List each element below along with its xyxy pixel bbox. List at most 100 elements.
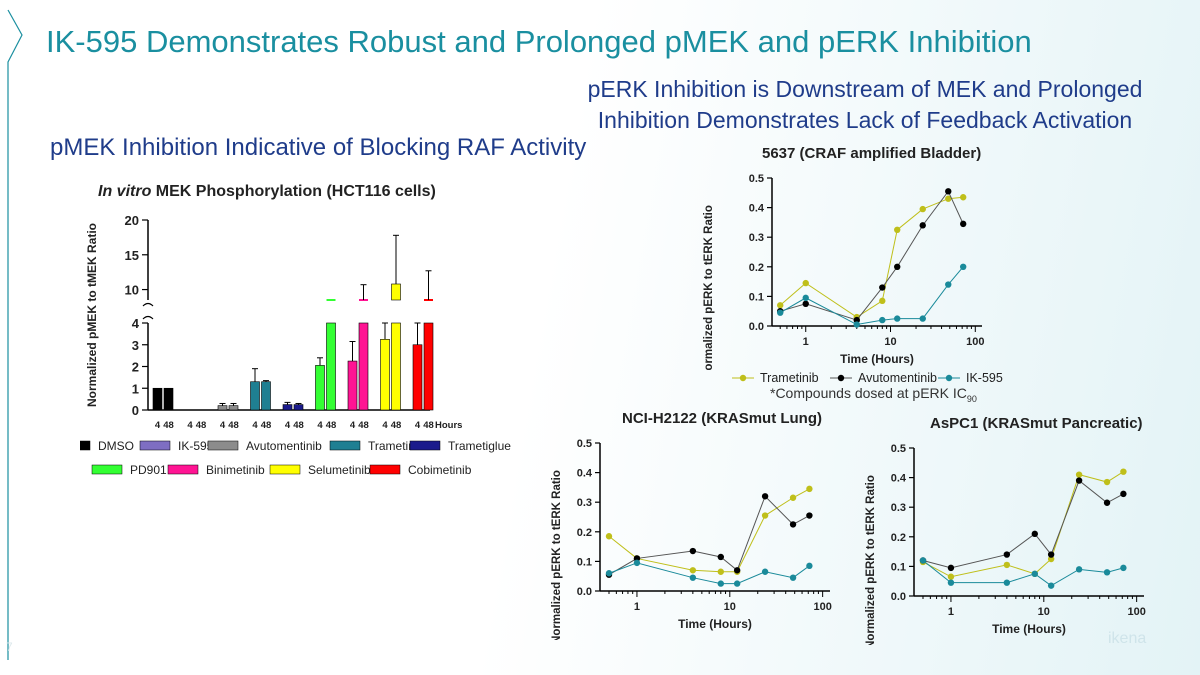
- line-x-tick-label: 100: [966, 336, 984, 348]
- bar: [152, 387, 163, 411]
- line-y-tick-label: 0.3: [891, 502, 906, 514]
- legend-marker: [945, 374, 953, 382]
- line-y-tick-label: 0.1: [749, 291, 764, 303]
- line-y-tick-label: 0.1: [891, 561, 906, 573]
- bar: [293, 404, 304, 411]
- series-line: [922, 560, 1124, 587]
- bar: [163, 387, 174, 411]
- line-y-tick-label: 0.1: [577, 556, 592, 568]
- line-y-tick-label: 0.2: [749, 262, 764, 274]
- legend-label: Avutomentinib: [246, 439, 322, 453]
- legend-marker: [837, 374, 845, 382]
- data-point: [1103, 478, 1111, 486]
- axis-break-mark: [142, 315, 154, 320]
- line-x-tick-label: 1: [948, 606, 954, 618]
- bar-x-tick-label: 4: [382, 420, 388, 431]
- bar-chart-title-text: MEK Phosphorylation (HCT116 cells): [155, 183, 436, 200]
- bar: [412, 344, 423, 411]
- legend-label: Avutomentinib: [858, 371, 937, 385]
- series-line: [779, 196, 964, 318]
- bar-y-tick-label: 15: [125, 248, 139, 263]
- axis-break-mark: [142, 302, 154, 307]
- data-point: [894, 263, 901, 270]
- bar: [228, 405, 239, 411]
- data-point: [789, 574, 797, 581]
- legend-label: IK-595: [966, 371, 1003, 385]
- legend-label: Selumetinib: [308, 463, 371, 477]
- line-y-tick-label: 0.0: [891, 591, 906, 603]
- data-point: [802, 300, 809, 307]
- legend-label: PD901: [130, 463, 167, 477]
- data-point: [1003, 579, 1011, 586]
- legend-swatch: [409, 440, 441, 451]
- data-point: [879, 297, 886, 305]
- data-point: [605, 570, 613, 577]
- series-line: [780, 190, 964, 321]
- data-point: [919, 205, 926, 213]
- line-x-axis-label: Time (Hours): [840, 352, 914, 366]
- perk-line-chart-h2122: Normalized pERK to tERK Ratio 0.0 0.1 0.2 0.…: [551, 438, 832, 640]
- data-point: [1047, 551, 1055, 558]
- data-point: [879, 284, 886, 291]
- line-y-tick-label: 0.0: [749, 321, 764, 333]
- legend-swatch: [369, 464, 401, 475]
- line-y-tick-label: 0.2: [577, 527, 592, 539]
- bar: [380, 339, 390, 411]
- data-point: [1075, 471, 1083, 478]
- right-heading-line-1: pERK Inhibition is Downstream of MEK and…: [587, 76, 1143, 102]
- bar: [347, 360, 358, 411]
- data-point: [633, 559, 641, 567]
- line-y-tick-label: 0.5: [891, 443, 906, 455]
- line-y-tick-label: 0.5: [577, 438, 592, 450]
- data-point: [806, 485, 813, 493]
- data-point: [802, 294, 809, 302]
- bar-x-tick-label: 48: [391, 420, 402, 431]
- bar-x-tick-label: 4: [350, 420, 356, 431]
- line-x-axis-label: Time (Hours): [992, 622, 1066, 636]
- data-point: [1103, 569, 1111, 576]
- line-x-tick-label: 100: [1127, 606, 1145, 618]
- data-point: [777, 302, 784, 309]
- slide-title: IK-595 Demonstrates Robust and Prolonged…: [46, 24, 1032, 59]
- line-chart-3-title: AsPC1 (KRASmut Pancreatic): [930, 415, 1143, 432]
- perk-chart-legend: Trametinib Avutomentinib IK-595: [732, 371, 1003, 385]
- bar-y-tick-label: 3: [132, 338, 139, 353]
- right-section-heading: pERK Inhibition is Downstream of MEK and…: [580, 74, 1150, 136]
- data-point: [689, 574, 697, 581]
- legend-swatch: [207, 440, 239, 451]
- data-point: [894, 315, 901, 322]
- bar-x-tick-label: 48: [293, 420, 304, 431]
- line-y-tick-label: 0.4: [891, 473, 907, 485]
- bar-y-tick-label: 20: [125, 213, 139, 228]
- data-point: [947, 579, 955, 586]
- bar: [358, 322, 369, 411]
- footnote: *Compounds dosed at pERK IC90: [770, 385, 977, 404]
- data-point: [605, 533, 613, 540]
- legend-label: DMSO: [98, 439, 134, 453]
- legend-label: IK-595: [178, 439, 214, 453]
- series-line: [608, 562, 810, 585]
- bar-x-tick-label: 4: [415, 420, 421, 431]
- bar-y-tick-label: 10: [125, 283, 139, 298]
- bar: [315, 365, 325, 411]
- series-line: [608, 488, 810, 573]
- legend-label: Binimetinib: [206, 463, 265, 477]
- data-point: [959, 194, 967, 201]
- perk-line-chart-aspc1: Normalized pERK to tERK Ratio 0.0 0.1 0.2 0.…: [865, 443, 1146, 645]
- line-x-tick-label: 10: [1038, 606, 1050, 618]
- data-point: [1003, 551, 1011, 558]
- bar-x-tick-label: 4: [252, 420, 258, 431]
- bar-x-tick-label: 48: [423, 420, 434, 431]
- data-point: [1120, 490, 1127, 498]
- data-point: [1075, 477, 1083, 484]
- data-point: [761, 493, 769, 500]
- line-x-tick-label: 1: [634, 601, 640, 613]
- bar: [217, 405, 228, 411]
- line-y-axis-label: Normalized pERK to tERK Ratio: [703, 205, 715, 370]
- data-point: [777, 309, 784, 316]
- bar: [261, 381, 271, 411]
- bar-x-tick-label: 48: [228, 420, 239, 431]
- bar: [282, 404, 293, 411]
- bar-chart-title-italic: In vitro: [98, 183, 152, 200]
- data-point: [689, 547, 697, 555]
